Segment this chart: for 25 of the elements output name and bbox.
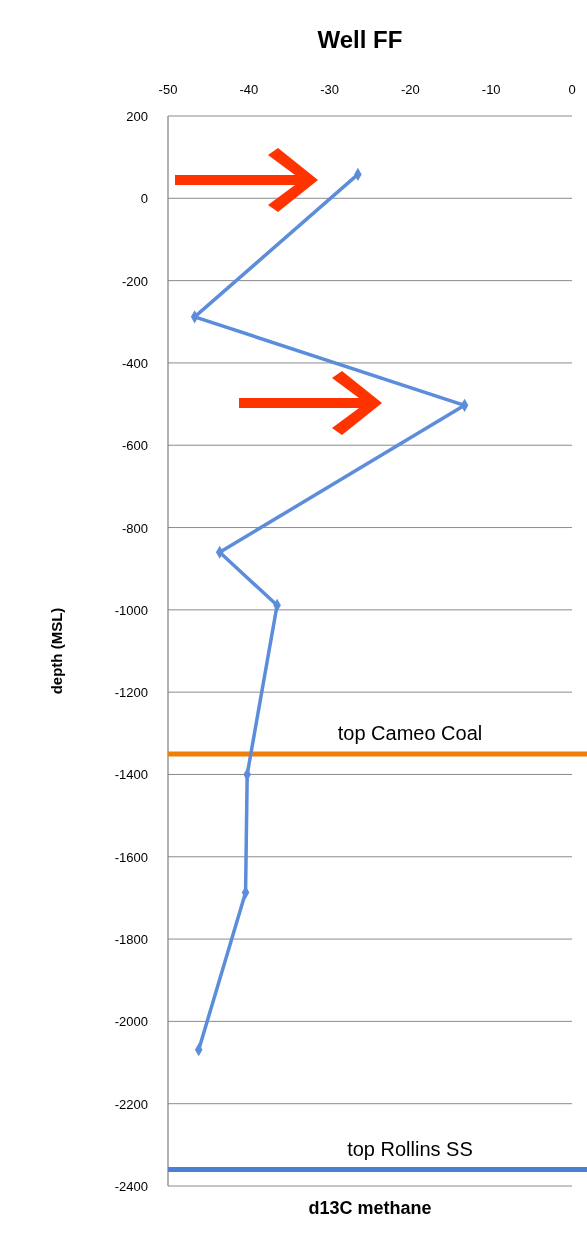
y-tick-label: 200 xyxy=(126,109,148,124)
ref-line-label: top Rollins SS xyxy=(347,1137,473,1160)
y-tick-label: -2000 xyxy=(114,1014,148,1030)
ref-line-label: top Cameo Coal xyxy=(337,721,483,744)
y-tick-label: -1800 xyxy=(114,932,148,948)
y-tick-label: -1200 xyxy=(114,685,148,701)
x-axis-title: d13C methane xyxy=(308,1198,432,1218)
y-tick-label: -200 xyxy=(121,273,148,289)
y-axis-title: depth (MSL) xyxy=(48,607,65,695)
y-tick-label: -1400 xyxy=(114,767,148,783)
x-tick-label: -10 xyxy=(481,82,501,97)
y-tick-label: -600 xyxy=(121,438,148,454)
x-tick-label: 0 xyxy=(568,82,576,97)
y-tick-label: 0 xyxy=(140,191,148,207)
x-tick-label: -40 xyxy=(239,82,259,97)
y-tick-label: -400 xyxy=(121,355,148,371)
y-tick-label: -1000 xyxy=(114,602,148,618)
x-tick-label: -30 xyxy=(320,82,339,97)
y-tick-label: -1600 xyxy=(114,849,148,865)
x-tick-label: -20 xyxy=(401,82,420,97)
x-tick-label: -50 xyxy=(158,82,178,97)
chart-title: Well FF xyxy=(317,26,403,53)
y-tick-label: -2200 xyxy=(114,1096,148,1112)
y-tick-label: -2400 xyxy=(114,1179,148,1194)
y-tick-label: -800 xyxy=(121,520,148,536)
